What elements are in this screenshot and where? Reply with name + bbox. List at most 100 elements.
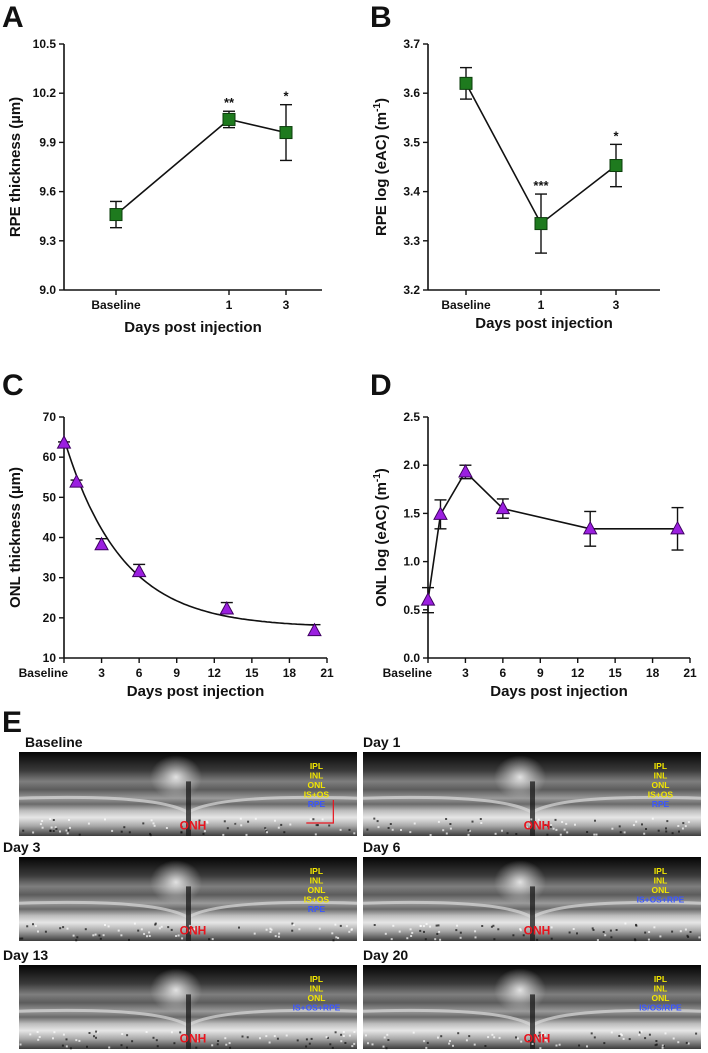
speckle bbox=[423, 930, 425, 933]
speckle bbox=[199, 1037, 201, 1040]
speckle bbox=[383, 1036, 386, 1039]
speckle bbox=[409, 831, 412, 834]
x-tick-label: 1 bbox=[226, 298, 233, 312]
speckle bbox=[665, 830, 668, 833]
layer-label: INL bbox=[310, 984, 324, 994]
speckle bbox=[68, 819, 70, 821]
speckle bbox=[480, 822, 483, 824]
speckle bbox=[22, 829, 25, 832]
speckle bbox=[490, 925, 493, 928]
speckle bbox=[175, 935, 178, 937]
optic-nerve-head-region bbox=[494, 968, 546, 1013]
speckle bbox=[410, 935, 413, 937]
vessel-shadow bbox=[530, 886, 535, 941]
data-point bbox=[219, 600, 235, 615]
x-tick-label: 3 bbox=[98, 666, 105, 680]
speckle bbox=[498, 1036, 501, 1039]
speckle bbox=[591, 927, 594, 930]
speckle bbox=[202, 832, 205, 835]
speckle bbox=[86, 1045, 88, 1048]
speckle bbox=[452, 1044, 454, 1047]
speckle bbox=[659, 935, 662, 938]
speckle bbox=[621, 1034, 623, 1037]
speckle bbox=[69, 1047, 72, 1050]
speckle bbox=[525, 826, 528, 829]
layer-label: INL bbox=[654, 984, 668, 994]
speckle bbox=[387, 1039, 390, 1041]
x-tick-label: 21 bbox=[683, 666, 697, 680]
layer-label: RPE bbox=[308, 904, 326, 914]
speckle bbox=[193, 928, 196, 931]
speckle bbox=[160, 925, 163, 928]
speckle bbox=[65, 1038, 68, 1041]
oct-image-title: Baseline bbox=[25, 734, 83, 750]
panel-letter-d: D bbox=[370, 369, 392, 402]
speckle bbox=[611, 827, 614, 830]
speckle bbox=[384, 932, 387, 935]
y-tick-label: 3.3 bbox=[403, 234, 420, 248]
y-tick-label: 3.4 bbox=[403, 185, 420, 199]
speckle bbox=[149, 832, 152, 835]
speckle bbox=[554, 818, 557, 821]
speckle bbox=[120, 1044, 123, 1047]
speckle bbox=[99, 937, 102, 940]
speckle bbox=[329, 1043, 332, 1046]
speckle bbox=[574, 823, 576, 826]
panel-letter-a: A bbox=[2, 1, 24, 34]
scale-bar bbox=[306, 800, 334, 824]
x-tick-label: Baseline bbox=[19, 666, 69, 680]
speckle bbox=[586, 1045, 588, 1048]
speckle bbox=[561, 821, 564, 823]
speckle bbox=[149, 834, 152, 837]
speckle bbox=[179, 1031, 182, 1034]
speckle bbox=[365, 1034, 367, 1037]
speckle bbox=[638, 1031, 641, 1034]
speckle bbox=[371, 1043, 374, 1046]
speckle bbox=[72, 934, 75, 937]
data-point bbox=[56, 435, 72, 449]
layer-label: ONL bbox=[307, 780, 325, 790]
speckle bbox=[332, 939, 335, 942]
speckle bbox=[225, 1043, 228, 1046]
speckle bbox=[558, 1043, 561, 1046]
speckle bbox=[283, 831, 286, 834]
onh-label: ONH bbox=[180, 923, 207, 937]
speckle bbox=[648, 1033, 651, 1036]
speckle bbox=[619, 1033, 622, 1036]
speckle bbox=[661, 1044, 664, 1047]
speckle bbox=[259, 1037, 261, 1040]
speckle bbox=[435, 924, 438, 927]
speckle bbox=[644, 931, 647, 934]
speckle bbox=[342, 1035, 345, 1037]
speckle bbox=[425, 1046, 428, 1049]
x-axis-title: Days post injection bbox=[490, 683, 628, 700]
speckle bbox=[515, 1036, 517, 1039]
speckle bbox=[153, 824, 156, 827]
y-tick-label: 20 bbox=[43, 611, 57, 625]
speckle bbox=[353, 832, 356, 835]
speckle bbox=[339, 924, 342, 927]
x-tick-label: Baseline bbox=[441, 298, 491, 312]
x-tick-label: 21 bbox=[320, 666, 334, 680]
speckle bbox=[576, 932, 578, 935]
data-point bbox=[222, 112, 236, 126]
speckle bbox=[312, 818, 315, 821]
speckle bbox=[474, 930, 477, 933]
y-axis-title: RPE log (eAC) (m-1) bbox=[372, 98, 390, 236]
speckle bbox=[180, 831, 183, 834]
y-tick-label: 1.0 bbox=[403, 555, 420, 569]
speckle bbox=[628, 1038, 631, 1041]
x-tick-label: 3 bbox=[283, 298, 290, 312]
speckle bbox=[493, 938, 496, 941]
y-axis-title: ONL thickness (µm) bbox=[7, 467, 24, 608]
x-tick-label: 18 bbox=[646, 666, 660, 680]
speckle bbox=[468, 829, 471, 832]
oct-image-title: Day 13 bbox=[3, 947, 48, 963]
series-line bbox=[427, 470, 678, 601]
speckle bbox=[572, 928, 575, 930]
speckle bbox=[491, 1033, 494, 1036]
speckle bbox=[76, 936, 79, 939]
speckle bbox=[335, 936, 338, 939]
y-tick-label: 10.2 bbox=[33, 86, 57, 100]
speckle bbox=[75, 1039, 78, 1042]
